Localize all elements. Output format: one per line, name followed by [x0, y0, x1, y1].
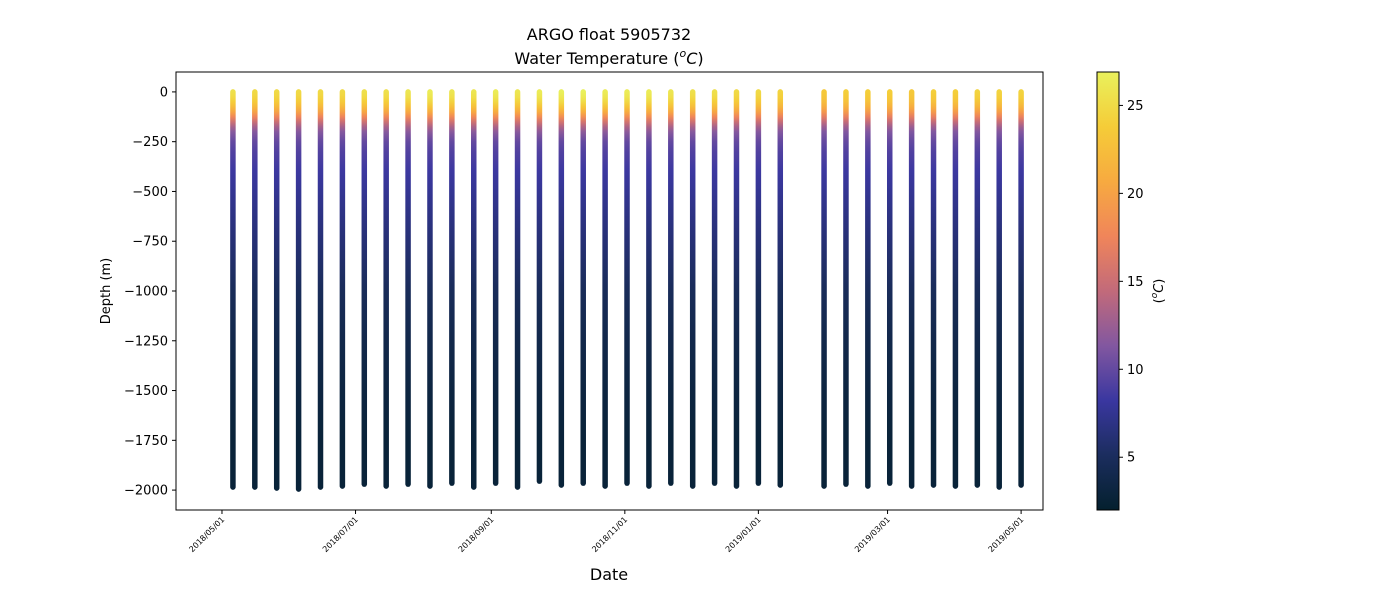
y-tick-label: −750	[132, 235, 168, 250]
chart-title: ARGO float 5905732	[527, 25, 691, 44]
colorbar-tick-label: 20	[1127, 187, 1144, 202]
y-tick-label: −2000	[124, 484, 168, 499]
x-tick-label: 2018/05/01	[187, 515, 226, 554]
colorbar-ticks: 5 10 15 20 25	[1119, 99, 1144, 466]
y-axis-label: Depth (m)	[99, 258, 114, 325]
colorbar-label-suffix: )	[1152, 279, 1167, 284]
profile-marks	[230, 89, 1024, 492]
colorbar	[1096, 71, 1120, 511]
y-tick-label: −1750	[124, 434, 168, 449]
colorbar-tick-label: 25	[1127, 99, 1144, 114]
x-axis-label: Date	[590, 565, 628, 584]
colorbar-label: (oC)	[1150, 279, 1167, 304]
chart-subtitle: Water Temperature (oC)	[514, 47, 703, 68]
colorbar-label-degree: o	[1150, 292, 1160, 298]
x-tick-label: 2018/11/01	[590, 515, 629, 554]
colorbar-tick-label: 10	[1127, 363, 1144, 378]
y-tick-label: 0	[160, 85, 168, 100]
x-tick-label: 2018/09/01	[457, 515, 496, 554]
colorbar-label-prefix: (	[1152, 298, 1167, 303]
y-tick-label: −500	[132, 185, 168, 200]
x-tick-label: 2019/03/01	[853, 515, 892, 554]
colorbar-tick-label: 5	[1127, 451, 1135, 466]
subtitle-prefix: Water Temperature (	[514, 49, 679, 68]
y-tick-label: −250	[132, 135, 168, 150]
colorbar-label-letter: C	[1152, 283, 1167, 293]
x-tick-label: 2019/05/01	[987, 515, 1026, 554]
subtitle-unit-letter: C	[686, 49, 698, 68]
x-tick-label: 2019/01/01	[724, 515, 763, 554]
y-tick-label: −1500	[124, 384, 168, 399]
colorbar-tick-label: 15	[1127, 275, 1144, 290]
subtitle-unit-degree: o	[679, 47, 686, 60]
y-tick-label: −1000	[124, 285, 168, 300]
subtitle-suffix: )	[697, 49, 703, 68]
y-tick-label: −1250	[124, 334, 168, 349]
y-axis-ticks: 0 −250 −500 −750 −1000 −1250 −1500 −1750 −2000	[124, 85, 176, 499]
x-tick-label: 2018/07/01	[321, 515, 360, 554]
x-axis-ticks: 2018/05/01 2018/07/01 2018/09/01 2018/11/01…	[187, 510, 1026, 554]
